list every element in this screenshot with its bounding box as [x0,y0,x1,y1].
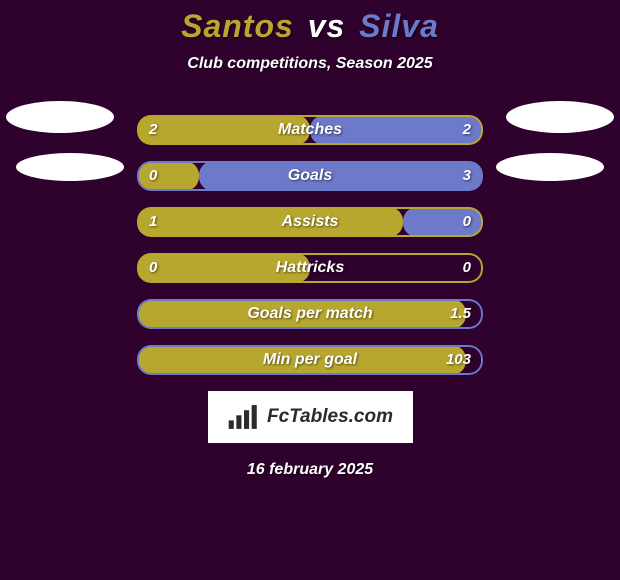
stat-bars: 22Matches 03Goals 10Assists 00Hattricks 1.5G… [137,115,483,375]
left-avatar-placeholder-2 [16,153,124,181]
stat-label: Assists [137,207,483,237]
stat-label: Min per goal [137,345,483,375]
stat-row: 1.5Goals per match [137,299,483,329]
stat-row: 03Goals [137,161,483,191]
right-avatar-placeholder-2 [496,153,604,181]
player1-name: Santos [181,8,294,44]
right-avatar-placeholder-1 [506,101,614,133]
stat-row: 10Assists [137,207,483,237]
player2-name: Silva [359,8,439,44]
comparison-arena: 22Matches 03Goals 10Assists 00Hattricks 1.5G… [0,115,620,375]
stat-row: 00Hattricks [137,253,483,283]
date-label: 16 february 2025 [0,461,620,479]
vs-label: vs [308,8,346,44]
source-badge-text: FcTables.com [267,406,393,428]
left-avatar-placeholder-1 [6,101,114,133]
stat-label: Goals per match [137,299,483,329]
stat-label: Matches [137,115,483,145]
subtitle: Club competitions, Season 2025 [0,55,620,73]
chart-bars-icon [227,403,261,431]
comparison-title: Santos vs Silva [0,0,620,45]
stat-label: Hattricks [137,253,483,283]
stat-row: 103Min per goal [137,345,483,375]
source-badge: FcTables.com [208,391,413,443]
stat-row: 22Matches [137,115,483,145]
stat-label: Goals [137,161,483,191]
